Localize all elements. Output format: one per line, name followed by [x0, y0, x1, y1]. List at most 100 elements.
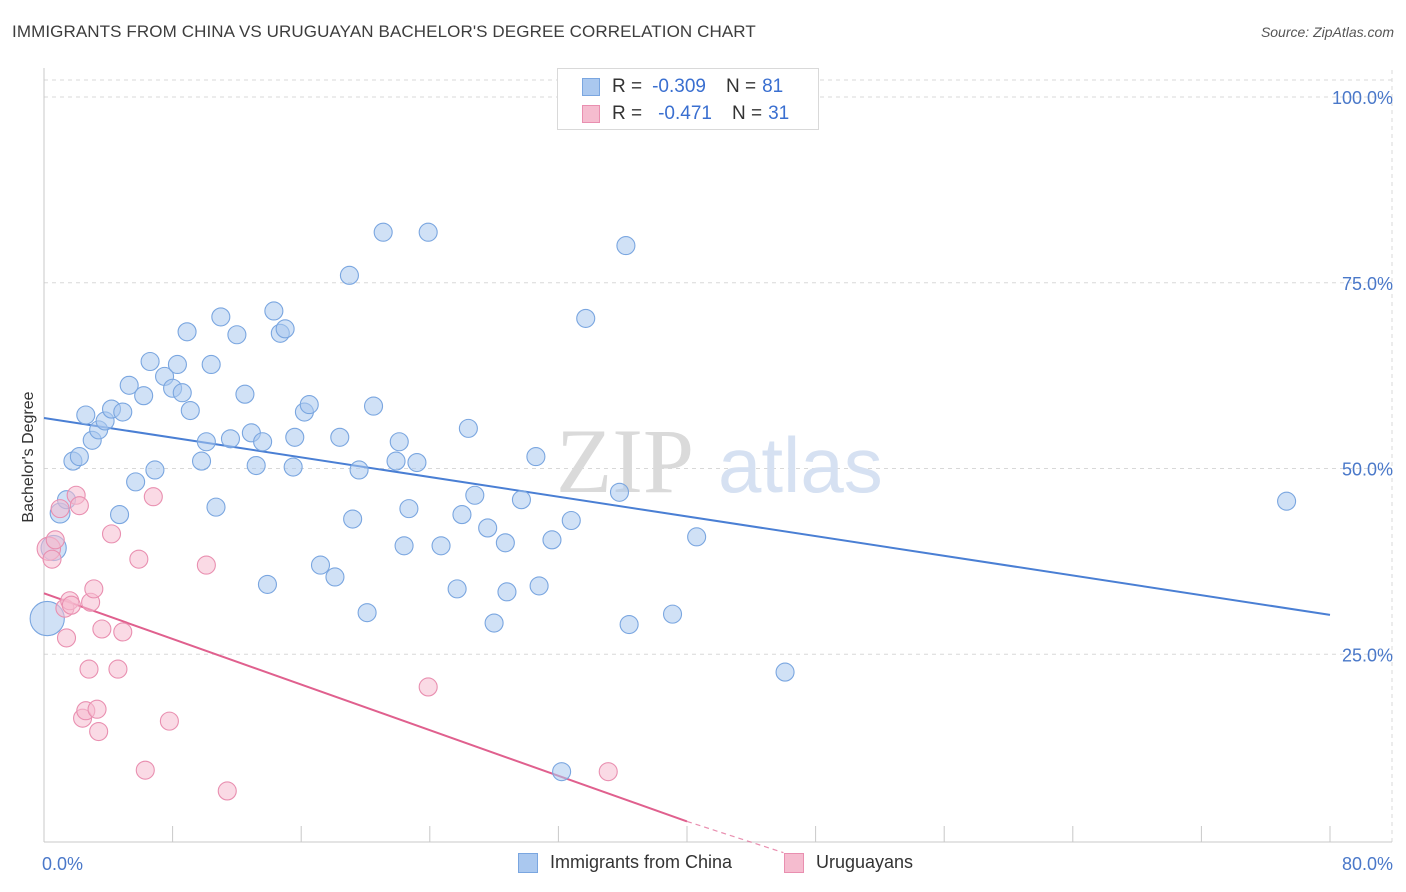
point-china [246, 455, 266, 476]
r-label: R = [612, 76, 643, 97]
point-uruguayans [196, 555, 216, 575]
point-uruguayans [69, 496, 89, 516]
point-china [119, 375, 139, 395]
point-china [399, 499, 419, 519]
point-uruguayans [113, 622, 133, 642]
point-china [542, 530, 562, 550]
point-uruguayans [217, 781, 237, 801]
point-uruguayans [89, 721, 109, 742]
point-china [529, 576, 549, 596]
point-china [339, 265, 359, 285]
point-china [264, 301, 284, 321]
point-uruguayans [45, 530, 65, 550]
point-china [253, 432, 273, 452]
point-china [458, 418, 478, 438]
point-china [775, 662, 795, 682]
point-uruguayans [56, 628, 77, 648]
point-china [206, 497, 226, 517]
point-china [447, 579, 467, 599]
point-china [386, 451, 406, 471]
point-china [211, 307, 231, 327]
point-uruguayans [143, 487, 163, 507]
point-china [561, 510, 581, 531]
y-tick-label: 25.0% [1342, 645, 1393, 665]
point-uruguayans [42, 549, 62, 569]
point-china [1277, 491, 1297, 511]
source-credit: Source: ZipAtlas.com [1260, 24, 1394, 40]
point-china [478, 518, 498, 538]
point-uruguayans [108, 659, 128, 679]
point-uruguayans [135, 760, 155, 780]
point-china [609, 482, 630, 502]
grid-lines [44, 70, 1393, 842]
x-tick-label: 0.0% [42, 854, 83, 874]
point-china [145, 460, 165, 480]
point-uruguayans [84, 579, 104, 599]
point-china [191, 451, 212, 471]
correlation-legend: R = -0.309 N = 81 R = -0.471 N = 31 [557, 68, 819, 130]
point-china [69, 447, 89, 467]
point-china [177, 322, 197, 342]
legend-item-china: Immigrants from China [518, 852, 732, 873]
r-label: R = [612, 103, 643, 124]
point-china [310, 555, 331, 575]
point-china [325, 567, 345, 587]
x-tick-labels: 0.0% 80.0% [42, 854, 1393, 874]
point-uruguayans [79, 659, 99, 679]
point-china [363, 396, 384, 416]
y-tick-label: 75.0% [1342, 274, 1393, 294]
point-china [76, 405, 96, 425]
point-china [172, 383, 192, 403]
point-china [343, 509, 363, 529]
legend-label-china: Immigrants from China [550, 852, 733, 872]
point-china [394, 536, 414, 556]
point-china [495, 533, 515, 553]
point-china [140, 351, 160, 372]
point-china [220, 429, 241, 449]
trendline-uruguayans [43, 592, 688, 823]
point-china [330, 427, 350, 447]
point-china [257, 574, 277, 594]
r-value: -0.309 [652, 76, 706, 97]
point-china [576, 308, 596, 328]
x-tick-label: 80.0% [1342, 854, 1393, 874]
point-china [285, 427, 305, 447]
legend-swatch-pink [582, 105, 600, 123]
point-china [619, 614, 639, 635]
legend-row-uruguayans: R = -0.471 N = 31 [582, 102, 789, 126]
point-china [227, 325, 247, 345]
point-china [452, 505, 472, 525]
point-china [357, 603, 377, 623]
legend-row-china: R = -0.309 N = 81 [582, 75, 783, 99]
point-china [418, 222, 438, 242]
y-tick-label: 50.0% [1342, 460, 1393, 480]
point-china [497, 582, 517, 602]
point-china [511, 490, 531, 510]
point-china [180, 400, 200, 421]
point-china [407, 453, 427, 473]
point-china [662, 604, 683, 624]
series-legend: Immigrants from China Uruguayans [0, 852, 1406, 876]
point-uruguayans [92, 619, 112, 639]
trendline-uruguayans-extension [686, 820, 784, 854]
point-china [526, 447, 546, 467]
y-tick-label: 100.0% [1332, 88, 1393, 108]
y-tick-labels: 25.0% 50.0% 75.0% 100.0% [1332, 88, 1393, 665]
point-china [275, 319, 295, 339]
watermark-atlas: atlas [718, 421, 883, 509]
point-china [465, 485, 485, 505]
point-china [201, 354, 221, 375]
y-axis-label: Bachelor's Degree [20, 391, 37, 522]
chart-title: IMMIGRANTS FROM CHINA VS URUGUAYAN BACHE… [12, 22, 756, 41]
legend-item-uruguayans: Uruguayans [784, 852, 913, 873]
n-label: N = [731, 103, 763, 124]
point-uruguayans [50, 499, 70, 519]
point-china [134, 386, 154, 406]
point-china [167, 354, 187, 375]
point-china [126, 472, 146, 492]
point-china [110, 505, 130, 525]
point-uruguayans [101, 524, 122, 544]
n-label: N = [725, 76, 757, 97]
axes [43, 68, 1392, 843]
